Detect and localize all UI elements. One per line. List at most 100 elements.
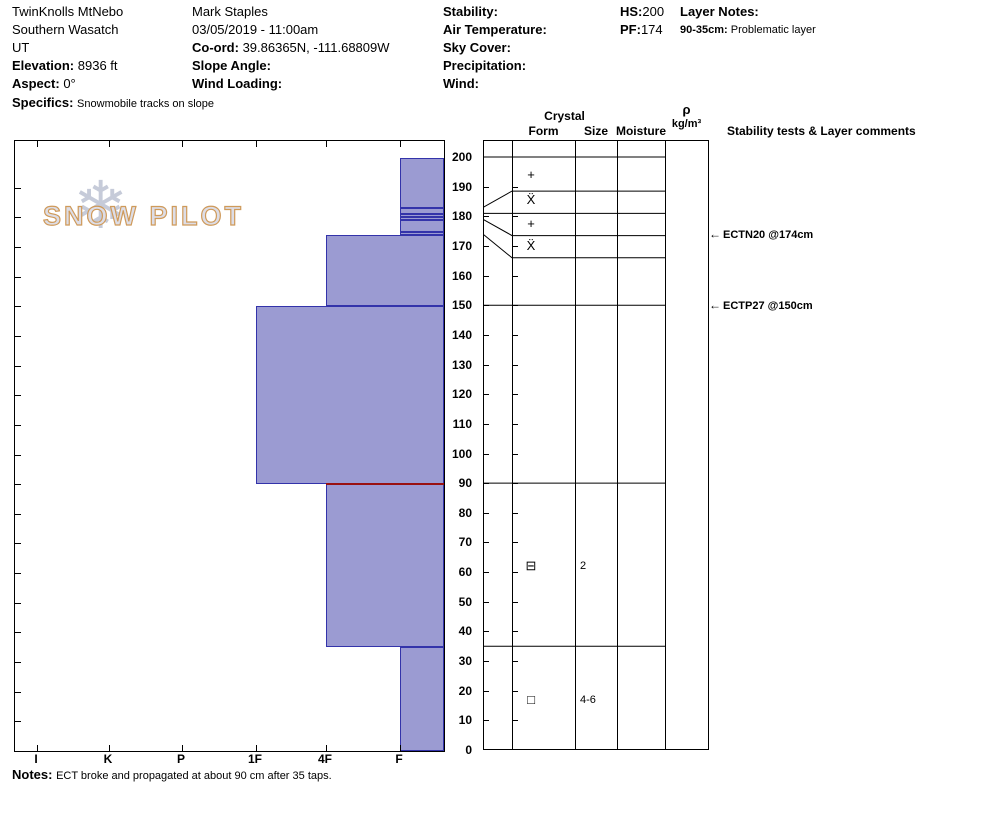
hardness-axis: I K P 1F 4F F: [14, 752, 443, 768]
depth-tick-label: 150: [451, 298, 472, 313]
snow-layer: [400, 158, 444, 209]
depth-tick-label: 100: [451, 446, 472, 461]
table-depth-tick: [512, 483, 518, 485]
snow-layer: [256, 306, 444, 485]
depth-tick-label: 190: [451, 179, 472, 194]
stability-column-header: Stability tests & Layer comments: [727, 124, 916, 138]
coordinates-label: Co-ord:: [192, 40, 239, 55]
layer-data-table: + Ẍ + Ẍ ⊟ 2 □ 4-6 ← ECTN20 @174cm ← ECTP27 @150cm: [483, 140, 985, 751]
depth-tick: [15, 395, 21, 397]
table-depth-tick: [483, 661, 489, 663]
table-depth-tick: [483, 483, 489, 485]
stability-label: Stability:: [443, 4, 498, 19]
hardness-tick-top: [37, 141, 38, 147]
depth-tick-label: 30: [458, 654, 472, 669]
site-state: UT: [12, 40, 30, 55]
table-depth-tick: [512, 453, 518, 455]
stability-test-label: ECTP27 @150cm: [723, 300, 813, 313]
depth-tick-label: 60: [458, 565, 472, 580]
table-depth-tick: [483, 334, 489, 336]
table-depth-tick: [483, 572, 489, 574]
depth-tick-label: 140: [451, 327, 472, 342]
grain-size-label: 2: [580, 560, 587, 573]
depth-tick-label: 0: [465, 743, 472, 757]
layer-boundary-leader-line: [483, 190, 665, 208]
depth-tick-label: 70: [458, 535, 472, 550]
left-arrow-icon: ←: [709, 298, 721, 313]
table-depth-tick: [483, 275, 489, 277]
hardness-chart: ❄ SNOW PILOT: [14, 140, 445, 752]
grain-form-symbol: Ẍ: [526, 237, 536, 253]
depth-tick: [15, 246, 21, 248]
snow-layer: [400, 647, 444, 751]
elevation-value: 8936 ft: [77, 58, 118, 73]
depth-tick: [15, 454, 21, 456]
depth-tick-label: 180: [451, 209, 472, 224]
depth-tick-label: 170: [451, 238, 472, 253]
site-region: Southern Wasatch: [12, 22, 119, 37]
left-arrow-icon: ←: [709, 227, 721, 242]
depth-tick: [15, 217, 21, 219]
precipitation-label: Precipitation:: [443, 58, 527, 73]
snowpilot-logo-text: SNOW PILOT: [42, 200, 244, 231]
depth-tick-label: 80: [458, 505, 472, 520]
hardness-tick-bottom: [326, 745, 327, 751]
layer-notes-entry: 90-35cm: Problematic layer: [680, 24, 816, 36]
table-depth-tick: [512, 661, 518, 663]
table-depth-tick: [483, 394, 489, 396]
hardness-tick-bottom: [400, 745, 401, 751]
table-grid-lines: [483, 140, 709, 750]
table-depth-tick: [512, 364, 518, 366]
depth-tick-label: 10: [458, 713, 472, 728]
hs-row: HS:200: [620, 4, 664, 20]
problematic-layer-line: [326, 483, 444, 486]
depth-tick-label: 120: [451, 387, 472, 402]
depth-tick: [15, 276, 21, 278]
depth-tick: [15, 602, 21, 604]
layer-boundary-leader-line: [483, 218, 665, 237]
table-depth-tick: [483, 542, 489, 544]
grain-form-symbol: ⊟: [525, 558, 537, 574]
notes-label: Notes:: [12, 767, 53, 782]
notes-text: ECT broke and propagated at about 90 cm …: [56, 770, 332, 782]
grain-form-symbol: Ẍ: [526, 191, 536, 207]
hardness-axis-label: 4F: [317, 752, 332, 766]
depth-tick: [15, 424, 21, 426]
depth-tick-label: 40: [458, 624, 472, 639]
moisture-header: Moisture: [615, 124, 666, 138]
observer-name: Mark Staples: [192, 4, 268, 19]
depth-tick-label: 110: [452, 416, 472, 431]
form-header: Form: [528, 124, 559, 138]
hardness-tick-bottom: [37, 745, 38, 751]
aspect-value: 0°: [63, 76, 76, 91]
table-depth-tick: [512, 334, 518, 336]
depth-tick: [15, 187, 21, 189]
table-depth-tick: [512, 186, 518, 188]
table-depth-tick: [483, 423, 489, 425]
layer-notes-range: 90-35cm:: [680, 24, 728, 36]
sky-cover-label: Sky Cover:: [443, 40, 511, 55]
stability-test-annotation: ← ECTP27 @150cm: [709, 298, 813, 313]
layer-notes-label: Layer Notes:: [680, 4, 759, 19]
wind-label: Wind:: [443, 76, 479, 91]
site-name: TwinKnolls MtNebo: [12, 4, 124, 19]
wind-loading-label: Wind Loading:: [192, 76, 283, 91]
specifics-value: Snowmobile tracks on slope: [77, 98, 215, 110]
density-units-header: kg/m³: [671, 118, 702, 130]
table-depth-tick: [483, 690, 489, 692]
grain-form-symbol: +: [527, 215, 535, 231]
table-depth-tick: [512, 216, 518, 218]
notes-row: Notes: ECT broke and propagated at about…: [12, 767, 332, 784]
pf-label: PF:: [620, 22, 641, 37]
depth-tick: [15, 632, 21, 634]
snow-layer: [400, 217, 444, 221]
snow-layer: [400, 232, 444, 236]
hardness-tick-top: [109, 141, 110, 147]
size-header: Size: [583, 124, 608, 138]
elevation-row: Elevation: 8936 ft: [12, 58, 118, 74]
table-depth-tick: [512, 394, 518, 396]
layer-notes-text: Problematic layer: [730, 24, 816, 36]
coordinates-value: 39.86365N, -111.68809W: [242, 40, 390, 55]
table-depth-tick: [512, 305, 518, 307]
hardness-tick-top: [400, 141, 401, 147]
